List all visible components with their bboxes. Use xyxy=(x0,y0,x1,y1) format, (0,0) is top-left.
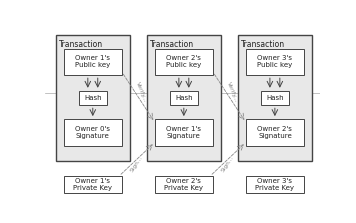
Text: Owner 1's
Public key: Owner 1's Public key xyxy=(75,56,110,68)
Text: Owner 2's
Public key: Owner 2's Public key xyxy=(166,56,201,68)
Bar xyxy=(64,49,122,75)
Text: Sign...: Sign... xyxy=(221,155,235,173)
Bar xyxy=(246,49,304,75)
Text: Owner 1's
Private Key: Owner 1's Private Key xyxy=(73,178,112,191)
Text: Owner 1's
Signature: Owner 1's Signature xyxy=(166,126,201,139)
Bar xyxy=(155,49,213,75)
Text: Owner 3's
Private Key: Owner 3's Private Key xyxy=(255,178,294,191)
Bar xyxy=(246,119,304,146)
Bar xyxy=(238,35,312,161)
Bar xyxy=(246,176,304,193)
Bar xyxy=(155,119,213,146)
Text: Sign...: Sign... xyxy=(130,155,144,173)
Text: Verify...: Verify... xyxy=(135,81,147,103)
Text: Owner 0's
Signature: Owner 0's Signature xyxy=(75,126,110,139)
Text: Transaction: Transaction xyxy=(150,41,194,50)
Text: Hash: Hash xyxy=(175,95,193,101)
Bar xyxy=(64,176,122,193)
Bar xyxy=(147,35,221,161)
Bar xyxy=(56,35,130,161)
Bar xyxy=(64,119,122,146)
Bar xyxy=(170,91,198,105)
Text: Transaction: Transaction xyxy=(241,41,285,50)
Text: Hash: Hash xyxy=(266,95,284,101)
Text: Verify...: Verify... xyxy=(226,81,239,103)
Bar xyxy=(79,91,106,105)
Bar xyxy=(155,176,213,193)
Text: Transaction: Transaction xyxy=(59,41,103,50)
Text: Owner 2's
Signature: Owner 2's Signature xyxy=(257,126,292,139)
Bar xyxy=(261,91,289,105)
Text: Owner 3's
Public key: Owner 3's Public key xyxy=(257,56,293,68)
Text: Hash: Hash xyxy=(84,95,101,101)
Text: Owner 2's
Private Key: Owner 2's Private Key xyxy=(164,178,203,191)
